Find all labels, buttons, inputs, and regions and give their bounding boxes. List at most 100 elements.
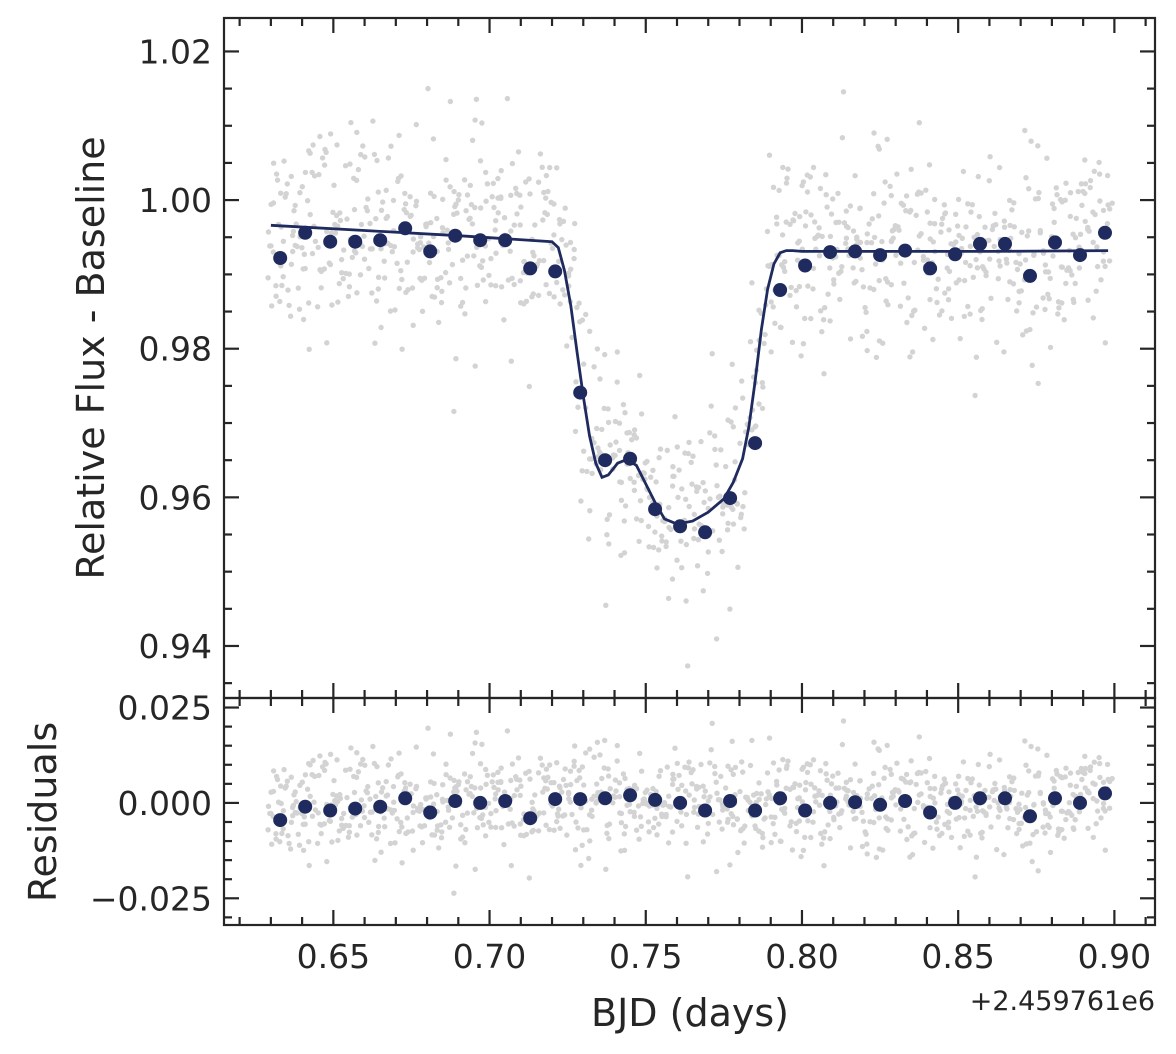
raw-flux-point <box>912 307 918 313</box>
raw-residual-point <box>638 823 644 829</box>
raw-flux-point <box>270 160 277 166</box>
raw-flux-point <box>612 452 618 459</box>
raw-flux-point <box>956 277 962 283</box>
raw-flux-point <box>606 541 612 547</box>
raw-flux-point <box>652 529 658 535</box>
raw-flux-point <box>864 231 870 237</box>
raw-residual-point <box>405 829 411 835</box>
raw-residual-point <box>1069 812 1075 818</box>
raw-flux-point <box>599 426 605 433</box>
raw-flux-point <box>587 508 593 514</box>
raw-flux-point <box>290 248 296 255</box>
raw-residual-point <box>656 821 662 827</box>
binned-flux-point <box>1023 268 1037 283</box>
raw-flux-point <box>1001 218 1007 224</box>
binned-flux-point <box>398 221 413 236</box>
raw-flux-point <box>708 403 714 409</box>
raw-flux-point <box>618 497 625 503</box>
raw-residual-point <box>1059 808 1066 814</box>
raw-flux-point <box>712 446 718 453</box>
raw-flux-point <box>327 131 334 137</box>
raw-flux-point <box>761 340 767 347</box>
raw-flux-point <box>425 85 431 92</box>
raw-flux-point <box>540 217 546 223</box>
raw-residual-point <box>567 799 573 805</box>
binned-flux-points <box>273 221 1112 540</box>
raw-residual-point <box>725 763 731 769</box>
raw-flux-point <box>1082 157 1088 163</box>
raw-residual-point <box>439 829 445 835</box>
raw-residual-point <box>850 808 856 815</box>
raw-residual-point <box>509 761 516 767</box>
raw-residual-point <box>957 845 963 851</box>
raw-flux-point <box>840 89 847 95</box>
raw-residual-point <box>579 842 585 848</box>
raw-flux-point <box>546 290 553 297</box>
raw-residual-point <box>744 794 750 801</box>
raw-residual-point <box>362 762 368 768</box>
raw-flux-point <box>798 353 804 359</box>
raw-residual-point <box>860 818 867 824</box>
raw-flux-point <box>284 181 290 187</box>
raw-residual-point <box>691 797 697 803</box>
raw-residual-point <box>691 809 697 815</box>
raw-flux-point <box>588 456 595 462</box>
raw-residual-point <box>501 789 508 795</box>
raw-residual-point <box>903 779 909 785</box>
raw-residual-point <box>843 793 850 799</box>
raw-flux-point <box>637 372 643 379</box>
raw-residual-point <box>904 836 910 843</box>
raw-flux-point <box>306 346 312 352</box>
raw-residual-point <box>498 778 504 785</box>
raw-flux-point <box>511 281 517 288</box>
raw-residual-point <box>434 792 440 798</box>
raw-residual-point <box>586 855 592 862</box>
raw-flux-point <box>674 444 680 450</box>
raw-residual-point <box>732 764 739 771</box>
raw-flux-point <box>574 304 580 311</box>
raw-flux-point <box>671 473 677 479</box>
raw-flux-point <box>653 479 659 485</box>
raw-flux-point <box>501 317 507 323</box>
raw-flux-point <box>1053 185 1060 191</box>
raw-residual-point <box>1067 770 1074 776</box>
raw-flux-point <box>907 354 913 360</box>
raw-residual-point <box>354 750 360 756</box>
raw-flux-point <box>578 498 584 504</box>
raw-residual-point <box>888 771 894 777</box>
raw-residual-point <box>802 834 808 841</box>
raw-residual-point <box>869 783 875 789</box>
raw-flux-point <box>430 136 437 142</box>
x-tick-label: 0.80 <box>765 937 838 976</box>
raw-flux-point <box>469 221 476 227</box>
raw-residual-point <box>338 815 345 822</box>
raw-flux-point <box>973 354 980 360</box>
raw-residual-point <box>819 841 825 847</box>
raw-residual-point <box>799 799 805 805</box>
raw-flux-point <box>992 210 998 217</box>
raw-flux-point <box>631 427 638 433</box>
raw-residual-point <box>493 808 499 814</box>
raw-residual-point <box>852 761 858 767</box>
raw-residual-point <box>399 824 405 830</box>
raw-flux-point <box>428 220 434 226</box>
binned-flux-point <box>573 385 588 400</box>
raw-flux-point <box>979 306 985 312</box>
raw-flux-point <box>270 200 277 206</box>
raw-residual-point <box>436 845 442 851</box>
raw-flux-point <box>854 236 860 242</box>
raw-flux-point <box>764 228 771 235</box>
raw-flux-point <box>509 275 515 281</box>
light-curve-panel: 0.940.960.981.001.02 Relative Flux - Bas… <box>69 16 1157 700</box>
raw-flux-point <box>728 419 734 425</box>
raw-flux-point <box>685 450 691 457</box>
raw-residual-point <box>431 832 438 838</box>
raw-residual-point <box>708 747 714 753</box>
raw-residual-point <box>785 758 791 764</box>
raw-flux-point <box>461 177 468 183</box>
raw-flux-point <box>859 267 865 273</box>
raw-residual-point <box>613 788 619 794</box>
raw-flux-point <box>408 212 414 218</box>
raw-residual-point <box>938 790 944 796</box>
